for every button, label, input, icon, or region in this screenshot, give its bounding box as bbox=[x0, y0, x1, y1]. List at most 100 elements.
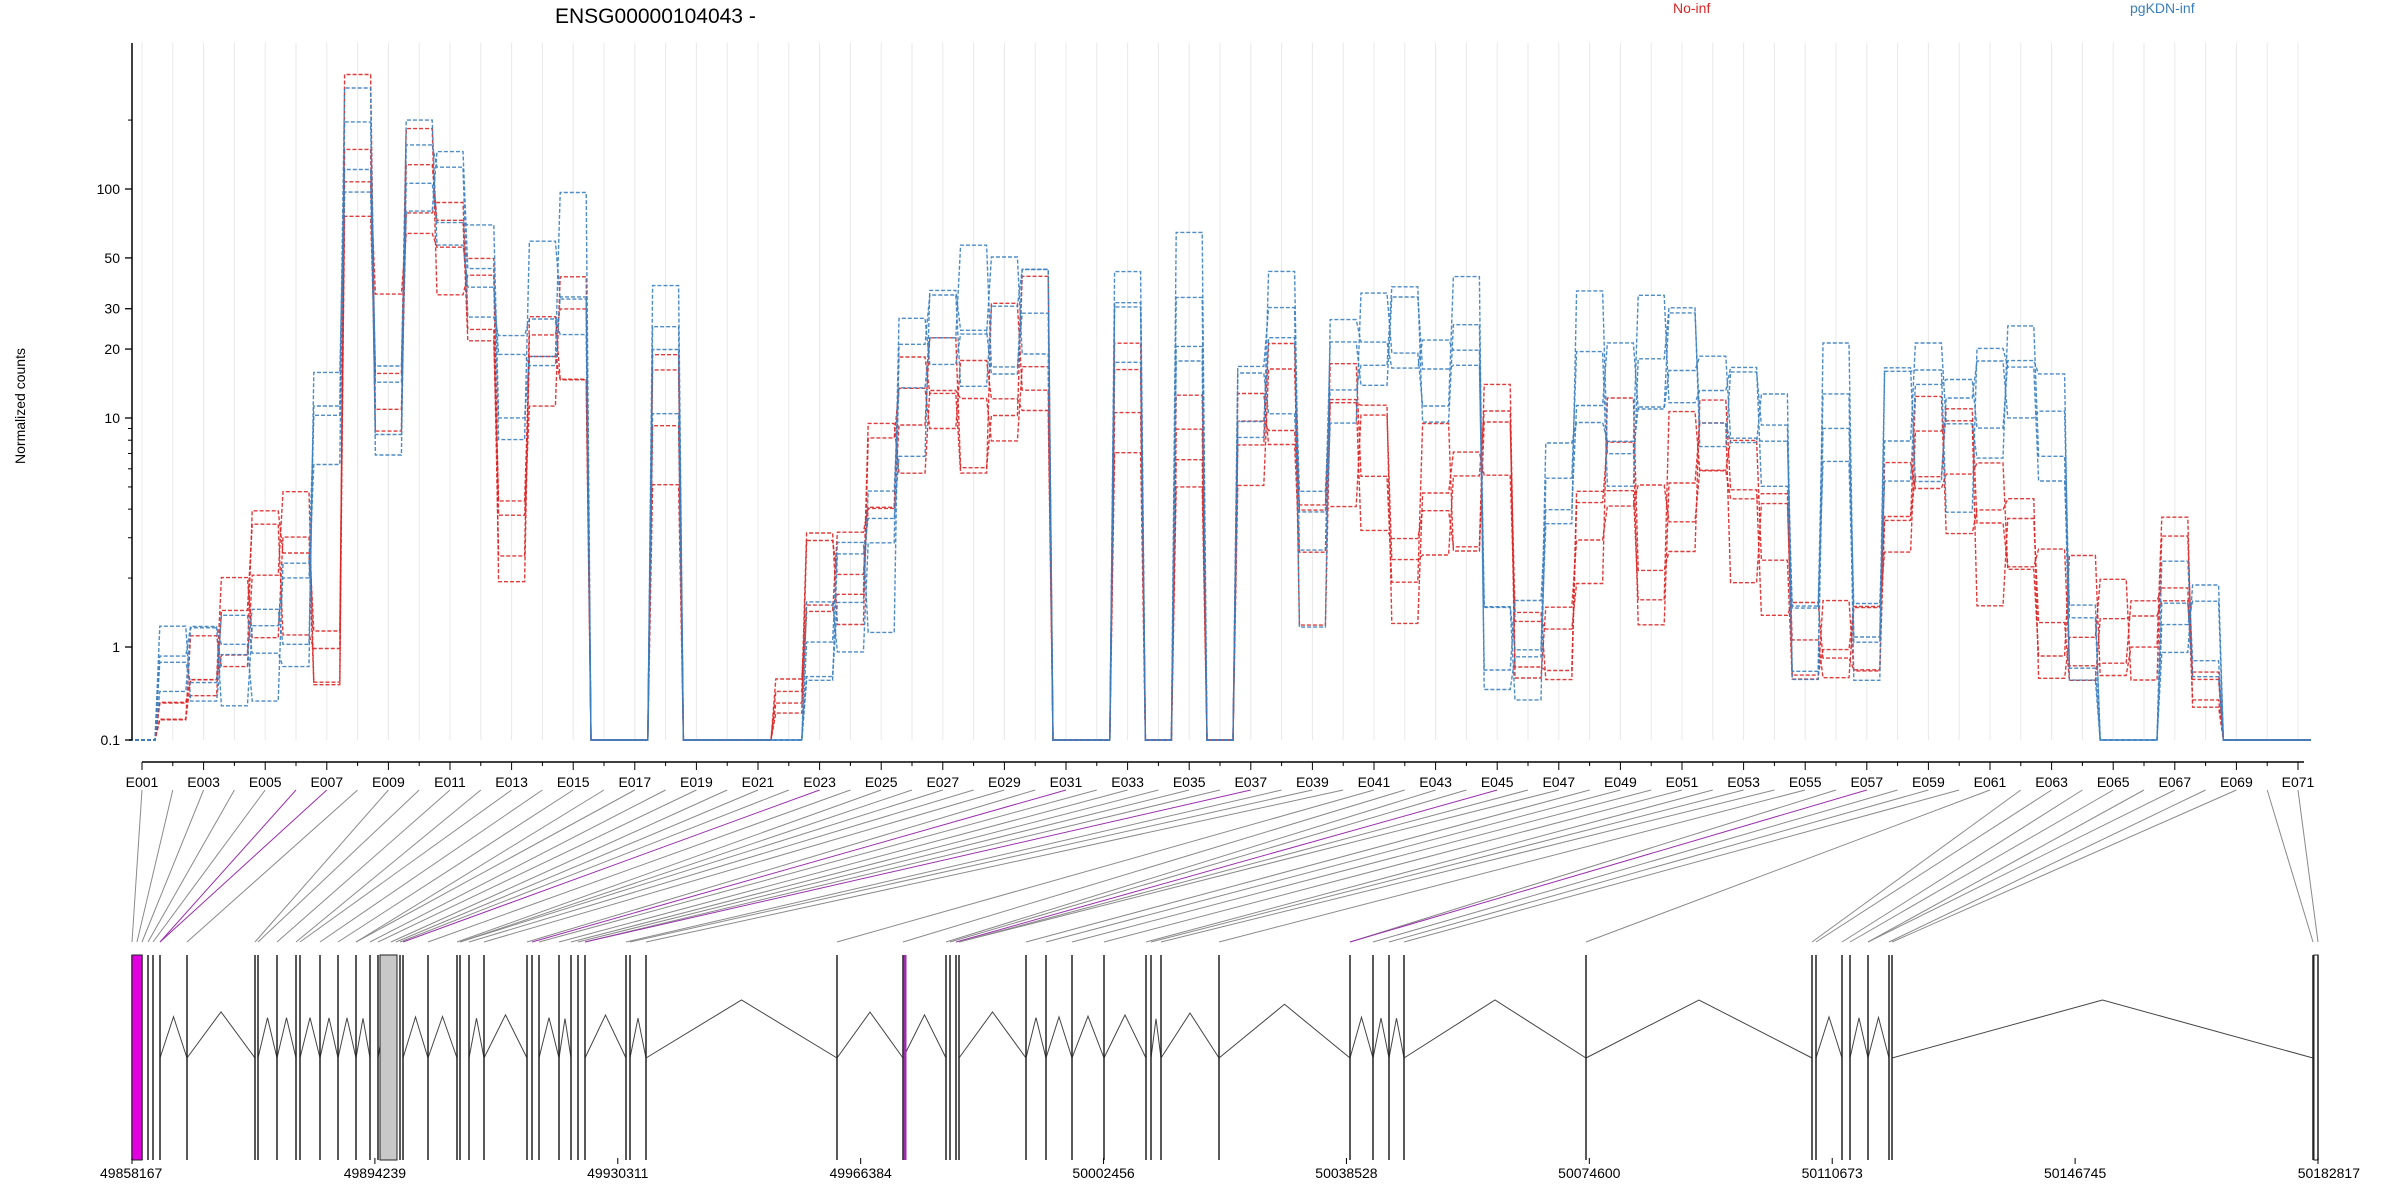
x-tick-label: E003 bbox=[187, 774, 220, 790]
x-tick-label: E055 bbox=[1789, 774, 1822, 790]
genomic-tick-label: 49894239 bbox=[344, 1165, 407, 1181]
exon-connector bbox=[945, 789, 1436, 943]
exon-connector bbox=[1388, 789, 1929, 943]
exon-connector bbox=[2297, 789, 2319, 943]
x-tick-label: E047 bbox=[1542, 774, 1575, 790]
genomic-tick-label: 49930311 bbox=[587, 1165, 648, 1181]
intron-line bbox=[1150, 1018, 1162, 1059]
exon-connector bbox=[456, 789, 882, 943]
exon-bar-last bbox=[2313, 954, 2319, 1161]
exon-connector bbox=[2266, 789, 2314, 943]
x-tick-label: E065 bbox=[2097, 774, 2130, 790]
y-tick-label: 20 bbox=[104, 341, 120, 357]
x-tick-label: E029 bbox=[988, 774, 1021, 790]
intron-line bbox=[958, 1011, 1027, 1059]
exon-connector bbox=[147, 789, 235, 943]
y-tick-label: 100 bbox=[97, 181, 121, 197]
x-tick-label: E021 bbox=[742, 774, 775, 790]
exon-connector bbox=[395, 789, 759, 943]
exon-connector bbox=[629, 789, 1313, 943]
y-tick-label: 1 bbox=[112, 639, 120, 655]
exon-connector bbox=[1349, 789, 1837, 943]
exon-connector bbox=[1218, 789, 1806, 943]
x-ticks: E001 E003 E005 E007 E009 E011 E013 E015 E017 E019… bbox=[126, 762, 2315, 790]
y-ticks: 0.1 1 10 20 30 50 100 bbox=[97, 119, 132, 748]
exon-connector bbox=[584, 789, 1221, 943]
gene-model-track bbox=[131, 954, 2319, 1161]
intron-line bbox=[645, 999, 838, 1059]
genomic-tick-label: 50146745 bbox=[2044, 1165, 2107, 1181]
exon-connector bbox=[625, 789, 1282, 943]
intron-line bbox=[1218, 1003, 1351, 1059]
intron-line bbox=[402, 1015, 429, 1059]
intron-line bbox=[468, 1018, 485, 1059]
intron-line bbox=[584, 1013, 627, 1059]
exon-connector bbox=[1891, 789, 2237, 943]
y-tick-label: 0.1 bbox=[101, 732, 121, 748]
exon-connector bbox=[377, 789, 697, 943]
genomic-tick-label: 50182817 bbox=[2298, 1165, 2361, 1181]
exon-connector bbox=[1372, 789, 1898, 943]
exon-connector bbox=[337, 789, 574, 943]
exon-connector bbox=[1403, 789, 1960, 943]
exon-connector bbox=[295, 789, 482, 943]
exon-connector bbox=[570, 789, 1159, 943]
genomic-tick-label: 49966384 bbox=[830, 1165, 893, 1181]
exon-connector bbox=[276, 789, 451, 943]
exon-connector bbox=[1103, 789, 1683, 943]
exon-connector bbox=[1585, 789, 1991, 943]
exon-highlight-magenta bbox=[131, 954, 143, 1161]
legend-label-pgkdn-inf: pgKDN-inf bbox=[2130, 0, 2195, 16]
intron-line bbox=[836, 1011, 904, 1059]
exon-connector bbox=[254, 789, 389, 943]
x-tick-label: E057 bbox=[1850, 774, 1883, 790]
y-tick-label: 50 bbox=[104, 250, 120, 266]
genomic-tick-label: 50002456 bbox=[1072, 1165, 1135, 1181]
x-tick-label: E039 bbox=[1296, 774, 1329, 790]
exon-connector bbox=[958, 789, 1529, 943]
genomic-tick-label: 50110673 bbox=[1802, 1165, 1863, 1181]
intron-line bbox=[319, 1017, 339, 1059]
exon-connector bbox=[1071, 789, 1652, 943]
exon-connector bbox=[159, 789, 297, 943]
intron-line bbox=[1867, 1015, 1890, 1059]
x-tick-label: E019 bbox=[680, 774, 713, 790]
legend-label-no-inf: No-inf bbox=[1673, 0, 1710, 16]
y-tick-label: 30 bbox=[104, 301, 120, 317]
pgkdn-inf-sample-line bbox=[129, 87, 2311, 741]
genomic-position-ticks: 49858167 49894239 49930311 49966384 50002456… bbox=[100, 1158, 2360, 1181]
exon-connector bbox=[390, 789, 728, 943]
axes bbox=[131, 43, 2304, 763]
exon-connector bbox=[584, 789, 1251, 943]
exon-connector bbox=[836, 789, 1375, 943]
exon-connector bbox=[152, 789, 266, 943]
intron-line bbox=[1349, 1015, 1374, 1059]
exon-connector bbox=[355, 789, 605, 943]
intron-line bbox=[186, 1010, 256, 1059]
intron-line bbox=[1815, 1015, 1843, 1059]
x-tick-label: E063 bbox=[2035, 774, 2068, 790]
exon-connector bbox=[427, 789, 851, 943]
intron-line bbox=[1403, 999, 1587, 1059]
exon-connector bbox=[949, 789, 1467, 943]
y-tick-label: 10 bbox=[104, 410, 120, 426]
genomic-tick-label: 50074600 bbox=[1558, 1165, 1621, 1181]
x-tick-label: E011 bbox=[434, 774, 466, 790]
exon-highlight-gray bbox=[379, 954, 398, 1161]
x-tick-label: E027 bbox=[926, 774, 959, 790]
exon-connector bbox=[1867, 789, 2145, 943]
plot-series bbox=[129, 73, 2311, 741]
x-tick-label: E017 bbox=[618, 774, 651, 790]
intron-line bbox=[159, 1015, 188, 1059]
intron-line bbox=[1891, 999, 2314, 1059]
grid-lines bbox=[141, 43, 2299, 740]
x-tick-label: E001 bbox=[126, 774, 159, 790]
exon-connector bbox=[369, 789, 666, 943]
exon-connector bbox=[299, 789, 512, 943]
intron-line bbox=[1160, 1012, 1220, 1059]
intron-line bbox=[276, 1017, 297, 1059]
intron-line bbox=[902, 1013, 947, 1059]
intron-line bbox=[1388, 1018, 1405, 1059]
x-tick-label: E007 bbox=[310, 774, 343, 790]
exon-connector bbox=[319, 789, 543, 943]
